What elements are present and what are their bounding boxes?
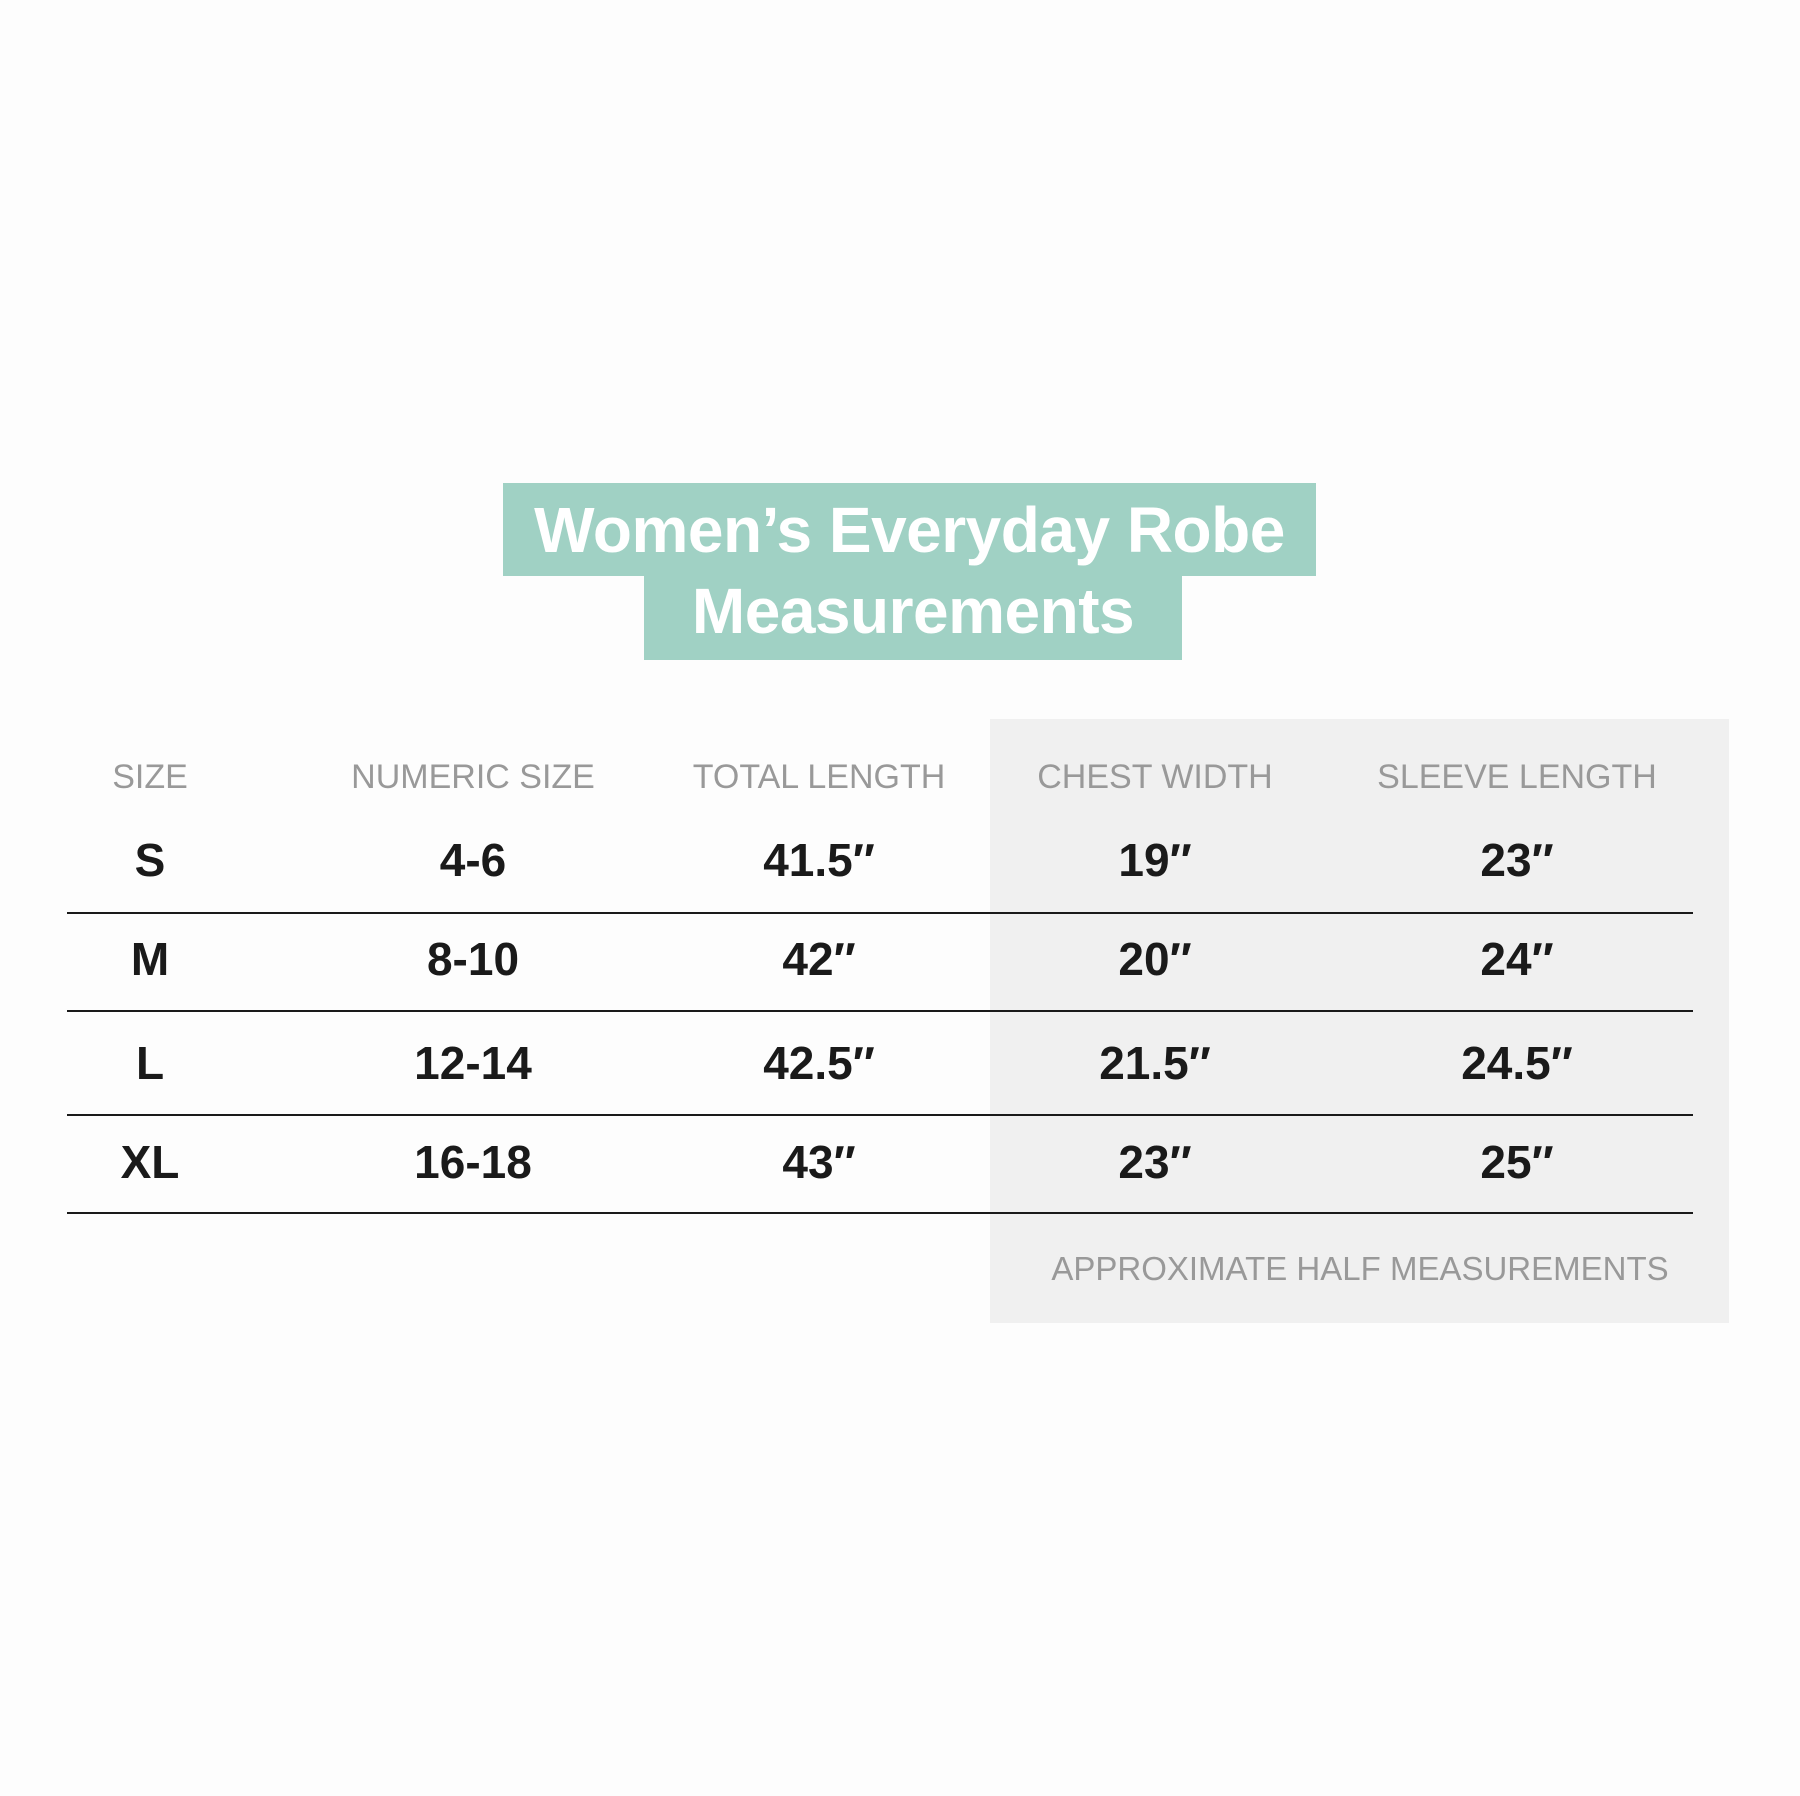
title-background-bottom (644, 575, 1182, 660)
column-header: NUMERIC SIZE (351, 758, 595, 796)
table-cell: 4-6 (439, 834, 507, 886)
table-cell: S (134, 834, 166, 886)
table-cell: 43″ (782, 1136, 856, 1188)
half-measurements-panel (990, 719, 1729, 1323)
table-cell: L (135, 1037, 165, 1089)
table-cell: 23″ (1118, 1136, 1192, 1188)
row-divider (67, 1114, 1693, 1116)
column-header: SIZE (112, 758, 188, 796)
table-cell: 42″ (782, 933, 856, 985)
footnote: APPROXIMATE HALF MEASUREMENTS (1051, 1250, 1669, 1287)
table-cell: 24″ (1480, 933, 1554, 985)
table-cell: XL (120, 1136, 180, 1188)
table-cell: 16-18 (414, 1136, 532, 1188)
table-cell: 12-14 (414, 1037, 532, 1089)
table-cell: 42.5″ (763, 1037, 875, 1089)
table-cell: M (130, 933, 170, 985)
row-divider (67, 912, 1693, 914)
table-cell: 19″ (1118, 834, 1192, 886)
table-cell: 41.5″ (763, 834, 875, 886)
row-divider (67, 1010, 1693, 1012)
table-cell: 20″ (1118, 933, 1192, 985)
page-title-line2: Measurements (691, 575, 1135, 647)
column-header: TOTAL LENGTH (692, 758, 946, 796)
table-cell: 23″ (1480, 834, 1554, 886)
column-header: SLEEVE LENGTH (1377, 758, 1657, 796)
page-title-line1: Women’s Everyday Robe (534, 494, 1285, 566)
column-header: CHEST WIDTH (1037, 758, 1273, 796)
table-cell: 25″ (1480, 1136, 1554, 1188)
row-divider (67, 1212, 1693, 1214)
table-cell: 21.5″ (1099, 1037, 1211, 1089)
table-cell: 8-10 (426, 933, 520, 985)
title-background-top (503, 483, 1316, 576)
table-cell: 24.5″ (1461, 1037, 1573, 1089)
